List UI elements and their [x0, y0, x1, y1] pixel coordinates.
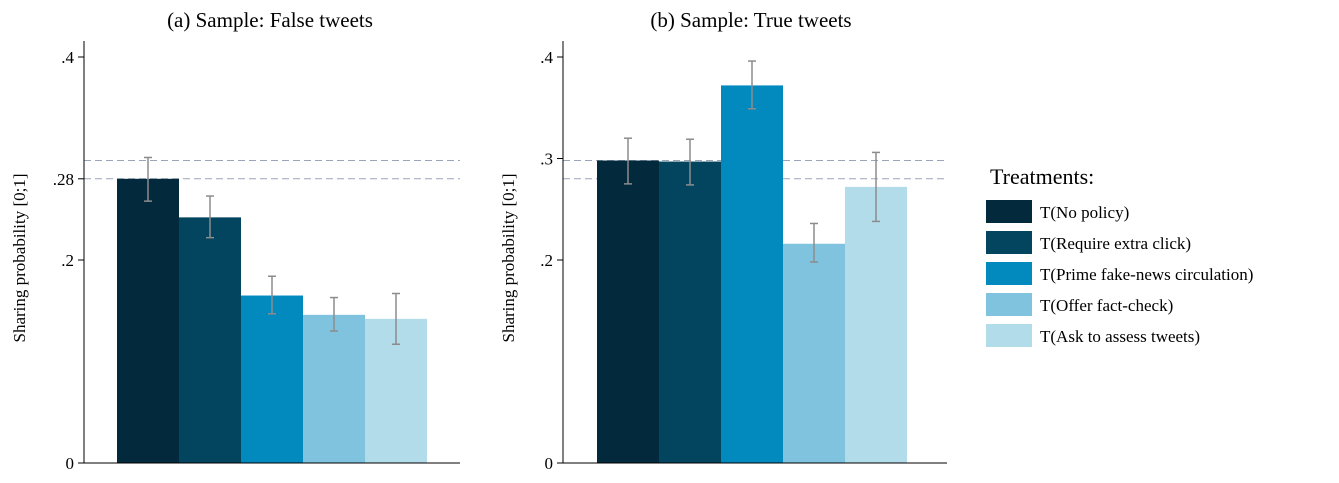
legend-swatch: [986, 293, 1032, 316]
y-ticks: 0 .2 .3 .4: [540, 48, 563, 473]
error-bars: [624, 60, 880, 263]
y-tick-label: 0: [545, 454, 554, 473]
y-tick-label: .28: [53, 170, 74, 189]
legend-label: T(Offer fact-check): [1040, 296, 1173, 315]
error-bar: [686, 138, 694, 186]
bars: [597, 85, 907, 464]
legend-swatch: [986, 324, 1032, 347]
y-axis-label: Sharing probability [0;1]: [499, 173, 518, 342]
y-tick-label: .4: [61, 48, 74, 67]
error-bar: [206, 195, 214, 239]
legend-items: T(No policy) T(Require extra click) T(Prim…: [986, 200, 1253, 347]
y-tick-label: .2: [61, 251, 74, 270]
legend-item: T(No policy): [986, 200, 1129, 223]
bar: [303, 314, 365, 463]
legend-label: T(Require extra click): [1040, 234, 1191, 253]
bar: [241, 295, 303, 463]
error-bar: [392, 292, 400, 345]
bar: [721, 85, 783, 464]
error-bar: [144, 156, 152, 202]
panel-true-tweets: (b) Sample: True tweets Sharing probabil…: [499, 8, 947, 473]
error-bar: [872, 151, 880, 223]
panel-title: (a) Sample: False tweets: [167, 8, 373, 32]
legend-label: T(Prime fake-news circulation): [1040, 265, 1253, 284]
error-bars: [144, 156, 400, 345]
legend-item: T(Offer fact-check): [986, 293, 1173, 316]
legend-item: T(Require extra click): [986, 231, 1191, 254]
legend-label: T(No policy): [1040, 203, 1129, 222]
error-bar: [748, 60, 756, 110]
bar: [659, 161, 721, 464]
y-tick-label: .3: [540, 150, 553, 169]
legend-swatch: [986, 231, 1032, 254]
legend: Treatments: T(No policy) T(Require extra …: [986, 164, 1253, 347]
bar: [597, 160, 659, 463]
bars: [117, 178, 427, 464]
legend-swatch: [986, 200, 1032, 223]
panel-false-tweets: (a) Sample: False tweets Sharing probabi…: [10, 8, 460, 473]
bar: [117, 178, 179, 464]
reference-lines: [84, 160, 460, 180]
panel-title: (b) Sample: True tweets: [650, 8, 851, 32]
bar: [783, 243, 845, 463]
error-bar: [330, 296, 338, 332]
legend-title: Treatments:: [990, 164, 1094, 189]
error-bar: [268, 275, 276, 315]
bar: [179, 217, 241, 463]
bar: [845, 186, 907, 464]
error-bar: [624, 137, 632, 185]
legend-swatch: [986, 262, 1032, 285]
y-ticks: 0 .2 .28 .4: [53, 48, 84, 473]
legend-label: T(Ask to assess tweets): [1040, 327, 1200, 346]
y-tick-label: .2: [540, 251, 553, 270]
legend-item: T(Ask to assess tweets): [986, 324, 1200, 347]
error-bar: [810, 222, 818, 263]
y-axis-label: Sharing probability [0;1]: [10, 173, 29, 342]
legend-item: T(Prime fake-news circulation): [986, 262, 1253, 285]
y-tick-label: 0: [66, 454, 75, 473]
y-tick-label: .4: [540, 48, 553, 67]
